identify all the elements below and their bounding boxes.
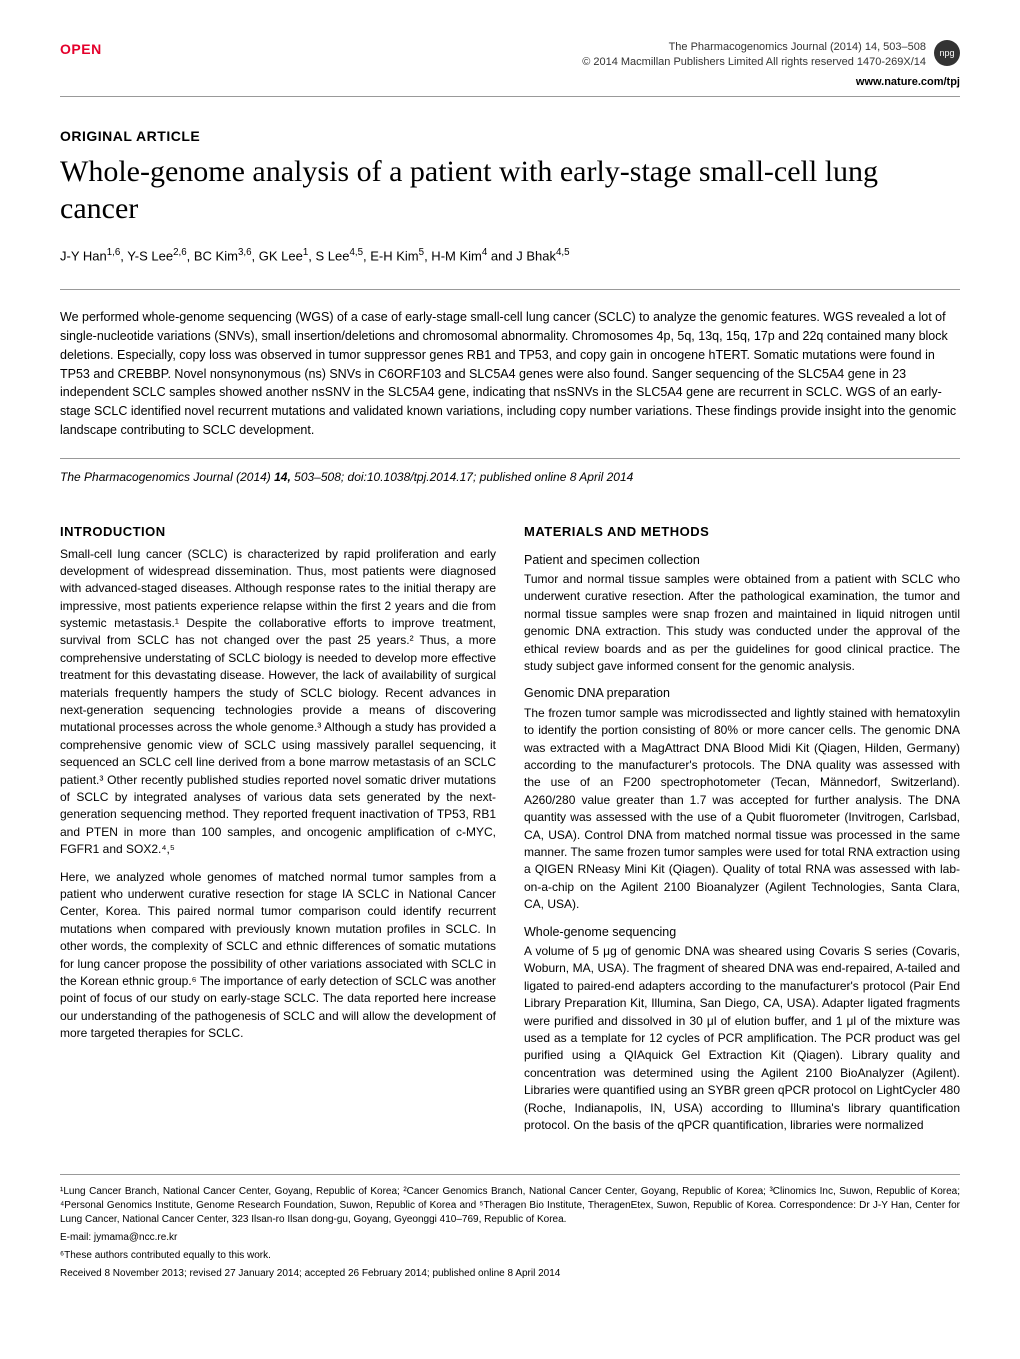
methods-heading: MATERIALS AND METHODS [524,523,960,541]
article-type-label: ORIGINAL ARTICLE [60,127,960,147]
equal-contribution-note: ⁶These authors contributed equally to th… [60,1249,960,1263]
methods-subhead-2: Genomic DNA preparation [524,685,960,703]
left-column: INTRODUCTION Small-cell lung cancer (SCL… [60,515,496,1144]
article-dates: Received 8 November 2013; revised 27 Jan… [60,1267,960,1281]
methods-subhead-3: Whole-genome sequencing [524,924,960,942]
footer-divider [60,1174,960,1175]
methods-text-2: The frozen tumor sample was microdissect… [524,705,960,914]
abstract-text: We performed whole-genome sequencing (WG… [60,308,960,439]
abstract-box: We performed whole-genome sequencing (WG… [60,289,960,458]
methods-subhead-1: Patient and specimen collection [524,552,960,570]
journal-citation: The Pharmacogenomics Journal (2014) 14, … [582,40,926,55]
open-access-label: OPEN [60,40,102,60]
article-citation: The Pharmacogenomics Journal (2014) 14, … [60,469,960,486]
copyright-line: © 2014 Macmillan Publishers Limited All … [582,55,926,70]
affiliations: ¹Lung Cancer Branch, National Cancer Cen… [60,1185,960,1227]
intro-paragraph-1: Small-cell lung cancer (SCLC) is charact… [60,546,496,859]
intro-paragraph-2: Here, we analyzed whole genomes of match… [60,869,496,1043]
methods-text-1: Tumor and normal tissue samples were obt… [524,571,960,675]
right-column: MATERIALS AND METHODS Patient and specim… [524,515,960,1144]
journal-header: The Pharmacogenomics Journal (2014) 14, … [582,40,926,71]
author-list: J-Y Han1,6, Y-S Lee2,6, BC Kim3,6, GK Le… [60,246,960,266]
article-title: Whole-genome analysis of a patient with … [60,153,960,228]
npg-logo-icon: npg [934,40,960,66]
journal-url: www.nature.com/tpj [60,75,960,90]
header-divider [60,96,960,97]
correspondence-email: E-mail: jymama@ncc.re.kr [60,1231,960,1245]
intro-heading: INTRODUCTION [60,523,496,541]
methods-text-3: A volume of 5 μg of genomic DNA was shea… [524,943,960,1134]
